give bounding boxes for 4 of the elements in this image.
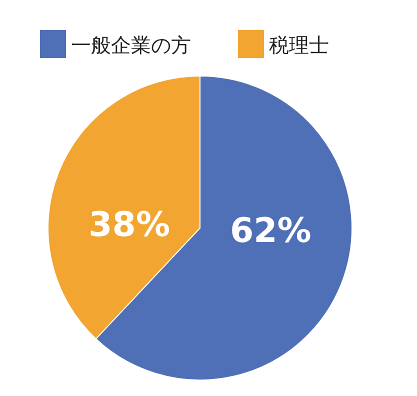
legend-label: 税理士 xyxy=(269,33,329,57)
data-label: 62% xyxy=(230,210,312,251)
legend-label: 一般企業の方 xyxy=(71,33,191,57)
data-label: 38% xyxy=(88,205,170,246)
